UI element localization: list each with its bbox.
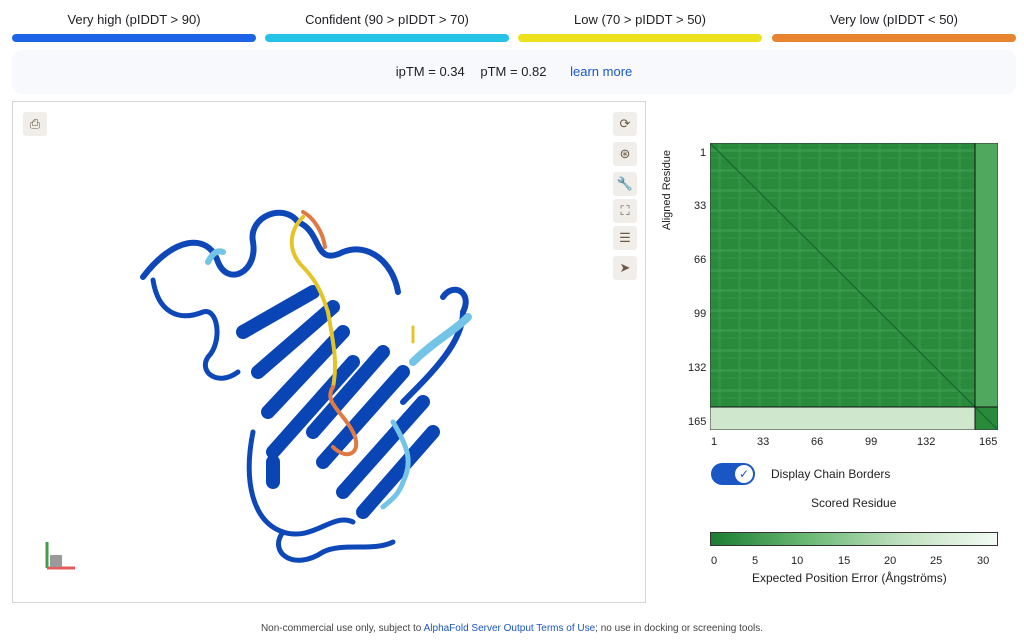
legend-very-high: Very high (pIDDT > 90): [12, 0, 256, 42]
metrics-bar: ipTM = 0.34 pTM = 0.82 learn more: [12, 50, 1016, 94]
colorbar-tick: 10: [791, 555, 804, 567]
pae-x-tick: 1: [711, 436, 718, 448]
colorbar-tick: 30: [977, 555, 990, 567]
legend-label: Low (70 > pIDDT > 50): [574, 12, 706, 27]
colorbar-label: Expected Position Error (Ångströms): [752, 571, 947, 585]
colorbar-tick: 5: [752, 555, 759, 567]
reset-icon[interactable]: ⟳: [613, 112, 637, 136]
legend-bar: [265, 34, 509, 42]
ptm-value: pTM = 0.82: [480, 64, 547, 79]
pae-colorbar: [710, 532, 998, 546]
sliders-icon[interactable]: ☰: [613, 226, 637, 250]
legend-bar: [518, 34, 762, 42]
legend-bar: [12, 34, 256, 42]
wrench-icon[interactable]: 🔧: [613, 172, 637, 196]
legend-label: Very high (pIDDT > 90): [67, 12, 201, 27]
pae-y-axis-label: Aligned Residue: [661, 149, 673, 231]
chain-borders-toggle[interactable]: ✓: [711, 463, 755, 485]
terms-link[interactable]: AlphaFold Server Output Terms of Use: [423, 623, 596, 634]
colorbar-tick: 0: [711, 555, 718, 567]
pae-x-tick: 33: [757, 436, 770, 448]
pae-x-axis-label: Scored Residue: [811, 496, 897, 510]
colorbar-tick: 15: [838, 555, 851, 567]
download-icon[interactable]: ⎙: [23, 112, 47, 136]
colorbar-tick: 20: [884, 555, 897, 567]
camera-icon[interactable]: ⊛: [613, 142, 637, 166]
structure-viewer[interactable]: ⎙ ⟳ ⊛ 🔧 ⛶ ☰ ➤: [12, 101, 646, 603]
pae-x-tick: 99: [865, 436, 878, 448]
axes-gizmo: [45, 542, 75, 570]
pae-y-tick: 33: [694, 200, 707, 212]
footer-suffix: ; no use in docking or screening tools.: [595, 623, 764, 634]
pae-x-tick: 165: [979, 436, 998, 448]
legend-confident: Confident (90 > pIDDT > 70): [265, 0, 509, 42]
pae-heatmap[interactable]: [710, 143, 998, 430]
pae-y-tick: 132: [688, 362, 707, 374]
footer: Non-commercial use only, subject to Alph…: [0, 623, 1024, 634]
iptm-value: ipTM = 0.34: [395, 64, 465, 79]
footer-prefix: Non-commercial use only, subject to: [260, 623, 424, 634]
pae-x-tick: 66: [811, 436, 824, 448]
legend-low: Low (70 > pIDDT > 50): [518, 0, 762, 42]
legend-label: Very low (pIDDT < 50): [829, 12, 958, 27]
pae-y-tick: 99: [694, 308, 707, 320]
legend-very-low: Very low (pIDDT < 50): [772, 0, 1016, 42]
colorbar-tick: 25: [930, 555, 943, 567]
learn-more-link[interactable]: learn more: [570, 64, 633, 79]
pae-y-tick: 66: [694, 254, 707, 266]
pae-y-tick: 165: [688, 416, 707, 428]
legend-label: Confident (90 > pIDDT > 70): [305, 12, 469, 27]
fullscreen-icon[interactable]: ⛶: [613, 199, 637, 223]
legend-bar: [772, 34, 1016, 42]
pointer-icon[interactable]: ➤: [613, 256, 637, 280]
plddt-legend: Very high (pIDDT > 90) Confident (90 > p…: [12, 0, 1016, 44]
pae-y-tick: 1: [700, 147, 707, 159]
check-icon: ✓: [735, 465, 753, 483]
protein-structure: [45, 209, 472, 570]
pae-x-tick: 132: [917, 436, 936, 448]
chain-borders-label: Display Chain Borders: [771, 467, 891, 481]
